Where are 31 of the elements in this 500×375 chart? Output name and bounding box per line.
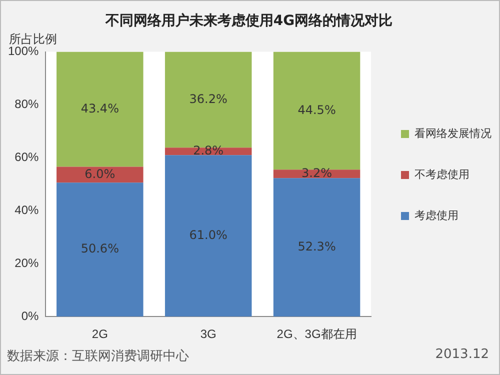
text: 2013.12 [435, 347, 489, 362]
data-label: 36.2% [189, 92, 228, 106]
x-tick-label: 2G、3G都在用 [276, 327, 357, 342]
data-label: 2.8% [193, 143, 224, 158]
data-label: 50.6% [80, 242, 119, 256]
data-label: 6.0% [84, 166, 116, 181]
y-tick-label: 80% [14, 97, 40, 112]
source-note: 数据来源：互联网消费调研中心 [7, 348, 189, 365]
bar [56, 182, 144, 317]
x-tick-label: 2G [92, 327, 108, 342]
data-label: 3.2% [302, 166, 332, 180]
legend-label: 不考虑使用 [414, 168, 470, 181]
bar [164, 155, 252, 317]
y-tick-label: 60% [14, 150, 40, 164]
y-tick-label: 0% [21, 308, 40, 323]
y-axis-title: 所占比例 [9, 32, 57, 46]
legend-label: 考虑使用 [414, 208, 458, 222]
data-label: 61.0% [189, 228, 228, 242]
bar [273, 178, 360, 317]
y-tick-label: 100% [8, 44, 40, 58]
legend-label: 看网络发展情况 [414, 126, 492, 140]
data-label: 52.3% [298, 239, 336, 254]
y-tick-label: 20% [14, 256, 40, 270]
bar [273, 52, 360, 170]
x-tick-label: 3G [200, 327, 216, 342]
bar [56, 166, 144, 183]
chart-title: 不同网络用户未来考虑使用4G网络的情况对比 [104, 12, 393, 30]
data-label: 44.5% [298, 102, 336, 117]
y-tick-label: 40% [14, 202, 40, 217]
data-label: 43.4% [80, 101, 119, 116]
bar [56, 52, 144, 167]
